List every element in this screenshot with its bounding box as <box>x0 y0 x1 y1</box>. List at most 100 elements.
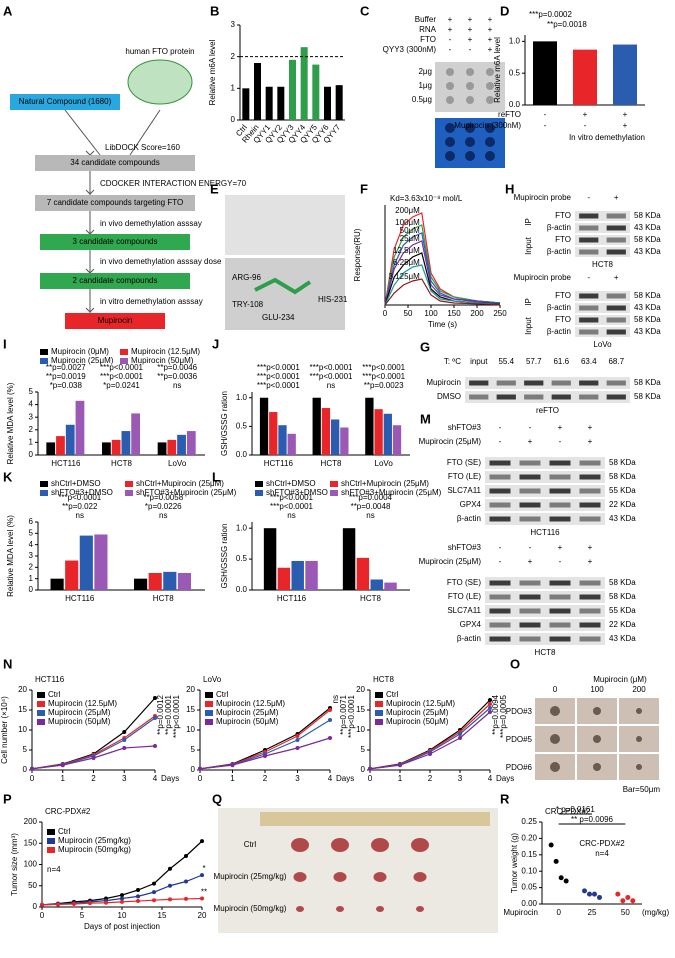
ligand <box>254 277 312 295</box>
x-tick-label: 0 <box>556 908 561 917</box>
flow-note: human FTO protein <box>125 47 194 56</box>
series-line <box>384 224 501 306</box>
band <box>606 249 626 255</box>
point <box>230 763 235 768</box>
label: - <box>499 423 502 432</box>
legend-label: Mupirocin (50μM) <box>131 356 194 365</box>
point <box>488 710 492 714</box>
dot <box>466 82 474 90</box>
x-tick-label: HCT8 <box>360 594 381 603</box>
legend-label: Mupirocin (12.5μM) <box>48 699 117 708</box>
band <box>579 380 599 386</box>
band <box>489 594 511 600</box>
annotation: **p=0.0094 <box>491 694 500 734</box>
panel-label: A <box>3 3 13 18</box>
band <box>579 608 601 614</box>
legend-label: shFTO#3+DMSO <box>51 488 113 497</box>
annotation: **p=0.0018 <box>547 20 587 29</box>
y-tick-label: 0 <box>191 765 196 774</box>
y-tick-label: 0 <box>29 450 34 459</box>
y-tick-label: 0.15 <box>521 850 537 859</box>
label: - <box>587 273 590 282</box>
blot-strip <box>575 247 630 257</box>
point <box>153 744 157 748</box>
label: Input <box>524 236 533 255</box>
bar <box>131 413 141 455</box>
label: Mupirocin (μM) <box>593 675 647 684</box>
bar <box>365 397 374 455</box>
annotation: **p=0.0071 <box>339 694 348 734</box>
label: 22 KDa <box>609 500 636 509</box>
y-tick-label: 0.00 <box>521 899 537 908</box>
blot-strip <box>485 633 605 645</box>
label: + <box>588 543 593 552</box>
point <box>615 891 621 897</box>
y-tick-label: 3 <box>231 20 236 29</box>
annotation: **p=0.0027 <box>46 363 86 372</box>
arrow-head <box>85 189 95 195</box>
y-tick-label: 3 <box>29 551 34 560</box>
y-tick-label: 20 <box>356 685 365 694</box>
x-tick-label: LoVo <box>375 459 394 468</box>
label: RNA <box>419 25 437 34</box>
flow-step: 2 candidate compounds <box>73 276 158 285</box>
label: 22 KDa <box>609 620 636 629</box>
x-tick-label: HCT116 <box>65 594 95 603</box>
label: QYY3 (300nM) <box>383 45 437 54</box>
label: + <box>528 557 533 566</box>
point <box>458 732 462 736</box>
legend-label: Mupirocin (50μM) <box>216 717 279 726</box>
residue: HIS-231 <box>318 295 348 304</box>
x-tick-label: 0 <box>40 911 45 920</box>
band <box>496 380 516 386</box>
band <box>549 502 571 508</box>
band <box>579 317 599 323</box>
x-tick-label: 2 <box>428 774 433 783</box>
legend-swatch <box>375 692 383 698</box>
y-tick-label: 0 <box>23 765 28 774</box>
point <box>122 738 127 742</box>
label: β-actin <box>457 514 481 523</box>
arrow <box>129 109 161 156</box>
point <box>597 894 602 900</box>
flow-box <box>65 313 165 329</box>
y-tick-label: 2 <box>29 425 34 434</box>
point <box>625 894 631 900</box>
label: 58 KDa <box>634 291 661 300</box>
label: HCT8 <box>535 648 556 657</box>
legend-swatch <box>40 481 48 487</box>
point <box>630 898 636 904</box>
blot-strip <box>485 485 605 497</box>
label: + <box>588 437 593 446</box>
series-line <box>384 264 501 306</box>
label: LoVo <box>593 340 612 349</box>
legend-swatch <box>120 358 128 364</box>
point <box>328 708 332 712</box>
tumor <box>331 838 349 852</box>
annotation: **p=0.0012 <box>156 694 165 734</box>
chart-title: LoVo <box>203 675 222 684</box>
point <box>295 738 300 742</box>
panel-label: D <box>500 3 509 18</box>
point <box>104 900 108 905</box>
point <box>592 891 597 897</box>
band <box>606 213 626 219</box>
point <box>368 766 372 771</box>
bar <box>324 86 331 120</box>
band <box>579 329 599 335</box>
annotation: ***p<0.0001 <box>58 493 101 502</box>
legend-label: Mupirocin (25μM) <box>48 708 111 717</box>
label: 0 <box>553 685 558 694</box>
blot-strip <box>575 291 630 301</box>
x-axis-title: Days <box>336 774 354 783</box>
point <box>88 901 92 906</box>
point <box>152 881 156 886</box>
label: 43 KDa <box>609 514 636 523</box>
bar <box>613 44 637 105</box>
label: 57.7 <box>526 357 542 366</box>
label: + <box>588 557 593 566</box>
band <box>519 636 541 642</box>
y-tick-label: 15 <box>186 705 195 714</box>
bar <box>340 427 349 455</box>
x-tick-label: 0 <box>383 309 388 318</box>
